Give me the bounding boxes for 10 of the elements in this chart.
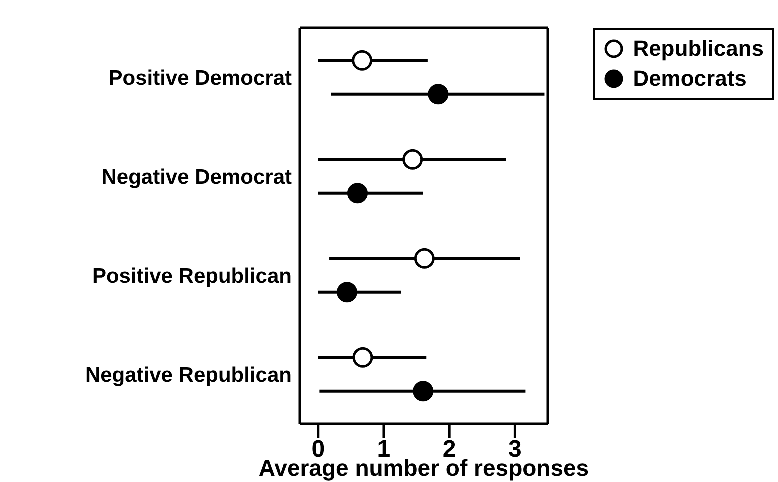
y-tick-label: Negative Republican — [85, 364, 292, 387]
legend-label: Republicans — [633, 36, 764, 62]
y-tick-label: Positive Democrat — [108, 66, 292, 90]
y-tick-label: Positive Republican — [92, 264, 292, 288]
y-tick-label: Negative Democrat — [102, 166, 292, 189]
x-tick-label: 1 — [377, 436, 391, 464]
legend-label: Democrats — [633, 66, 747, 92]
x-tick-label: 2 — [442, 436, 456, 464]
x-tick-label: 0 — [312, 436, 326, 464]
x-tick-label: 3 — [508, 436, 522, 464]
